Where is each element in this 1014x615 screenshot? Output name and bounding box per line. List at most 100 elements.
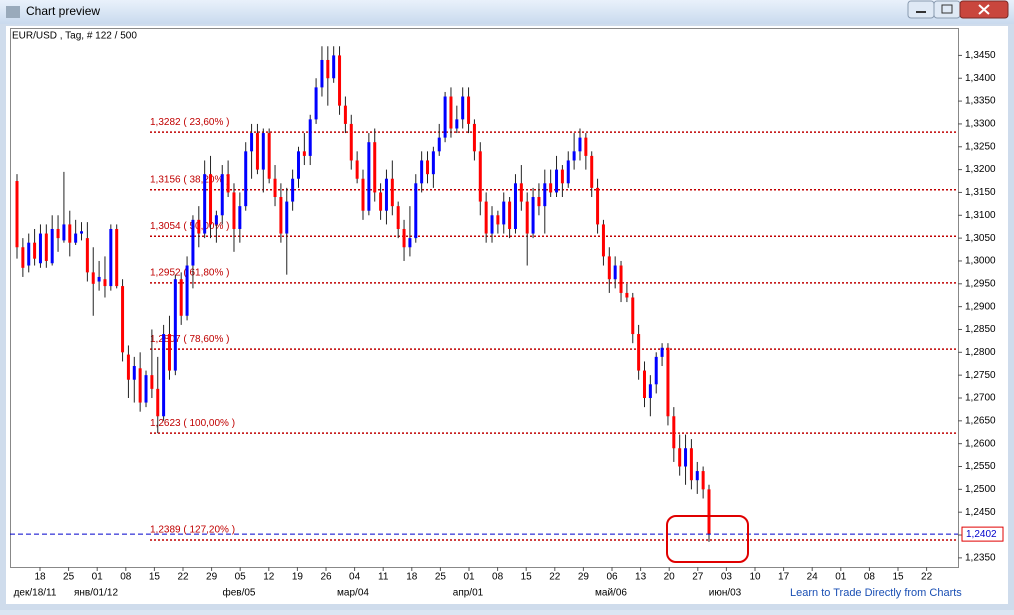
x-sublabel: июн/03 [709,588,742,599]
x-tick-label: 06 [606,572,618,583]
fib-label: 1,3282 ( 23,60% ) [150,117,230,128]
highlight [666,515,749,563]
candle-body [472,123,476,152]
candle-body [138,368,142,403]
candle-body [291,178,295,202]
y-tick-label: 1,2500 [965,484,996,495]
candle-body [91,272,95,284]
candle-body [197,219,201,234]
maximize-icon [941,4,953,14]
candle-body [689,448,693,481]
x-tick-label: 10 [749,572,761,583]
candle-body [343,105,347,124]
plot-area [10,28,959,568]
candle-body [666,347,670,417]
candle-body [367,142,371,211]
footer-link[interactable]: Learn to Trade Directly from Charts [790,587,962,599]
y-tick-label: 1,2800 [965,347,996,358]
candle-body [214,215,218,225]
candle-body [338,55,342,106]
candle-body [443,96,447,138]
x-tick-label: 13 [635,572,647,583]
candle-body [332,55,336,79]
candle-body [209,174,213,225]
candle-body [285,201,289,234]
candle-body [185,265,189,316]
y-tick-label: 1,3250 [965,141,996,152]
candle-body [250,133,254,152]
candle-body [560,169,564,184]
candle-body [596,187,600,225]
x-tick-label: 25 [435,572,447,583]
x-tick-label: 03 [721,572,733,583]
y-tick-label: 1,3200 [965,164,996,175]
candle-body [642,370,646,398]
x-sublabel: апр/01 [453,588,484,599]
candle-body [15,181,19,248]
candle-body [68,224,72,243]
y-tick-label: 1,2900 [965,301,996,312]
candle-body [320,59,324,88]
fib-label: 1,3054 ( 50,00% ) [150,221,230,232]
y-tick-label: 1,3350 [965,96,996,107]
x-tick-label: 20 [664,572,676,583]
y-tick-label: 1,2450 [965,507,996,518]
x-tick-label: 29 [206,572,218,583]
minimize-button[interactable] [907,0,935,19]
candle-body [437,137,441,152]
plot: 1,3450 1,3400 1,3350 1,3300 1,3250 1,3200 1,31… [10,46,1004,599]
candle-body [115,228,119,287]
x-tick-label: 04 [349,572,361,583]
x-sublabel: дек/18/11 [14,588,57,599]
x-tick-label: 19 [292,572,304,583]
candle-body [279,197,283,234]
candle-body [238,206,242,229]
x-tick-label: 22 [177,572,189,583]
x-sublabel: мар/04 [337,588,369,599]
candle-body [701,471,705,490]
candle-body [537,197,541,207]
candle-body [478,151,482,202]
candle-body [361,178,365,211]
candle-body [648,384,652,398]
candle-body [678,448,682,467]
candle-body [203,174,207,234]
candle-body [179,279,183,316]
current-price-label: 1,2402 [966,529,997,540]
x-tick-label: 17 [778,572,790,583]
candle-body [314,87,318,120]
y-tick-label: 1,2700 [965,393,996,404]
candle-body [384,178,388,211]
x-tick-label: 15 [521,572,533,583]
x-tick-label: 08 [864,572,876,583]
candle-body [584,137,588,156]
candle-body [431,151,435,175]
candle-body [619,265,623,293]
y-tick-label: 1,2350 [965,553,996,564]
candle-body [672,416,676,449]
candle-body [637,334,641,371]
candle-body [420,160,424,184]
candle-body [625,292,629,298]
close-icon [978,4,990,15]
maximize-button[interactable] [933,0,961,19]
fib-label: 1,3156 ( 38,20% ) [150,174,230,185]
candle-body [513,183,517,229]
candle-body [255,133,259,170]
x-tick-label: 01 [463,572,475,583]
x-tick-label: 26 [320,572,332,583]
candle-body [150,375,154,389]
candle-body [226,174,230,193]
x-tick-label: 18 [406,572,418,583]
fib-label: 1,2623 ( 100,00% ) [150,418,235,429]
candle-body [173,279,177,371]
y-tick-label: 1,2850 [965,324,996,335]
window-title: Chart preview [26,4,100,18]
candle-body [555,169,559,193]
candle-body [461,96,465,120]
candle-body [531,197,535,234]
y-tick-label: 1,3300 [965,119,996,130]
x-sublabel: фев/05 [222,587,255,599]
candle-body [156,388,160,417]
